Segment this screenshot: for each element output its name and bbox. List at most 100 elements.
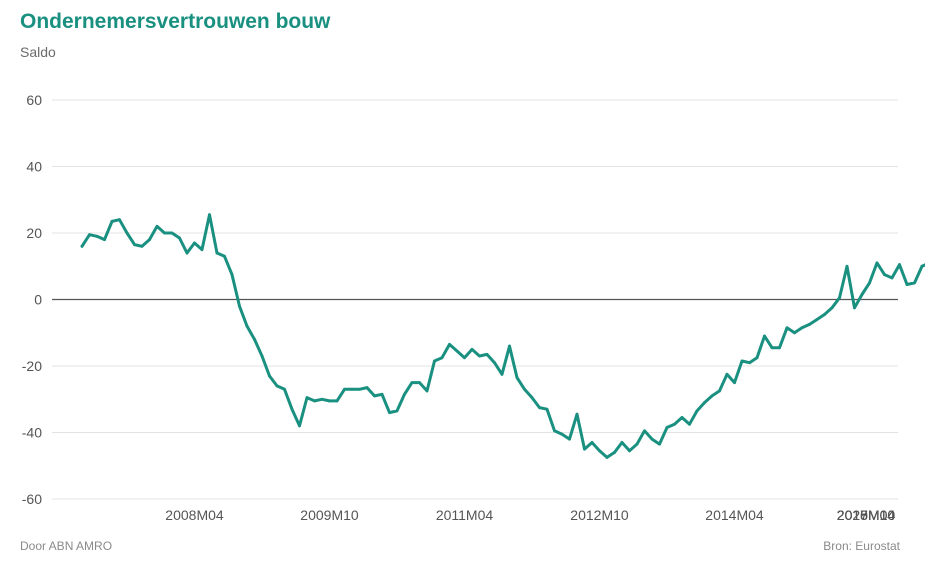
footer-author: Door ABN AMRO (20, 539, 113, 553)
data-point (253, 338, 256, 341)
data-point (163, 231, 166, 235)
data-point (905, 283, 909, 286)
data-point (883, 273, 886, 276)
series-points (80, 213, 924, 459)
data-point (410, 381, 414, 385)
chart-title: Ondernemersvertrouwen bouw (20, 10, 331, 33)
data-point (110, 219, 114, 223)
data-point (538, 406, 541, 409)
data-point (845, 264, 849, 268)
data-point (478, 354, 481, 358)
x-tick-label: 2008M04 (165, 507, 224, 523)
data-point (350, 387, 354, 391)
data-point (568, 437, 571, 441)
data-point (133, 243, 136, 247)
data-point (95, 234, 99, 238)
data-point (193, 241, 196, 245)
data-point (553, 429, 556, 433)
data-point (185, 251, 189, 255)
y-tick-label: -20 (22, 358, 42, 374)
data-point (328, 399, 331, 403)
data-point (658, 442, 661, 446)
data-point (388, 411, 391, 414)
data-point (313, 399, 316, 403)
data-point (725, 372, 729, 376)
data-point (380, 392, 384, 396)
x-tick-label: 2017M04 (837, 507, 896, 523)
data-point (395, 409, 399, 413)
data-point (230, 273, 234, 276)
data-point (283, 387, 286, 391)
data-point (125, 231, 129, 235)
x-tick-label: 2014M04 (705, 507, 764, 523)
data-point (103, 238, 106, 242)
data-point (598, 449, 601, 453)
data-point (823, 313, 826, 316)
data-point (913, 281, 916, 285)
y-tick-label: 60 (26, 92, 42, 108)
data-point (500, 372, 504, 376)
data-point (718, 389, 721, 393)
data-point (688, 422, 691, 426)
data-point (155, 224, 159, 228)
data-point (590, 441, 594, 444)
data-point (605, 456, 609, 459)
data-point (530, 396, 534, 399)
data-point (448, 342, 451, 346)
data-point (785, 326, 789, 330)
data-point (523, 387, 526, 391)
x-tick-label: 2018M10 (837, 507, 896, 523)
data-point (463, 356, 466, 360)
x-tick-label: 2015M10 (837, 507, 896, 523)
y-axis-unit-label: Saldo (20, 44, 56, 60)
data-point (508, 344, 511, 348)
data-point (748, 361, 751, 365)
data-point (305, 396, 309, 399)
data-point (373, 394, 376, 398)
y-tick-label: 40 (26, 159, 42, 175)
data-point (628, 449, 631, 453)
data-point (178, 236, 181, 240)
footer-source: Bron: Eurostat (823, 539, 900, 553)
x-tick-label: 2012M10 (570, 507, 629, 523)
data-point (808, 323, 811, 326)
y-tick-label: -60 (22, 491, 42, 507)
data-point (268, 374, 271, 378)
data-point (493, 361, 496, 365)
data-point (853, 306, 856, 310)
x-tick-label: 2020M04 (837, 507, 896, 523)
data-point (613, 451, 616, 454)
data-point (710, 394, 714, 398)
data-point (200, 248, 204, 252)
data-point (898, 263, 901, 266)
data-point (403, 392, 406, 396)
data-point (275, 384, 279, 388)
data-point (433, 359, 436, 363)
data-point (245, 324, 249, 328)
x-tick-label: 2009M10 (300, 507, 359, 523)
data-point (575, 412, 579, 416)
data-point (485, 352, 489, 356)
data-point (920, 264, 924, 268)
y-tick-label: 0 (34, 292, 42, 308)
data-point (800, 326, 804, 330)
data-point (320, 397, 324, 401)
data-point (583, 447, 586, 451)
data-point (455, 349, 459, 353)
data-point (755, 356, 759, 360)
data-point (643, 429, 646, 433)
data-point (793, 331, 796, 335)
data-point (673, 422, 676, 426)
data-point (440, 356, 444, 360)
data-point (238, 304, 241, 308)
data-point (148, 238, 151, 242)
data-point (298, 424, 301, 428)
data-point (560, 432, 564, 436)
data-point (425, 389, 429, 393)
data-point (740, 359, 744, 363)
data-point (620, 441, 624, 444)
y-tick-label: 20 (26, 225, 42, 241)
data-point (80, 244, 84, 248)
x-axis-ticks: 2008M04 2009M10 2011M04 2012M10 2014M04 2015M… (165, 507, 895, 523)
